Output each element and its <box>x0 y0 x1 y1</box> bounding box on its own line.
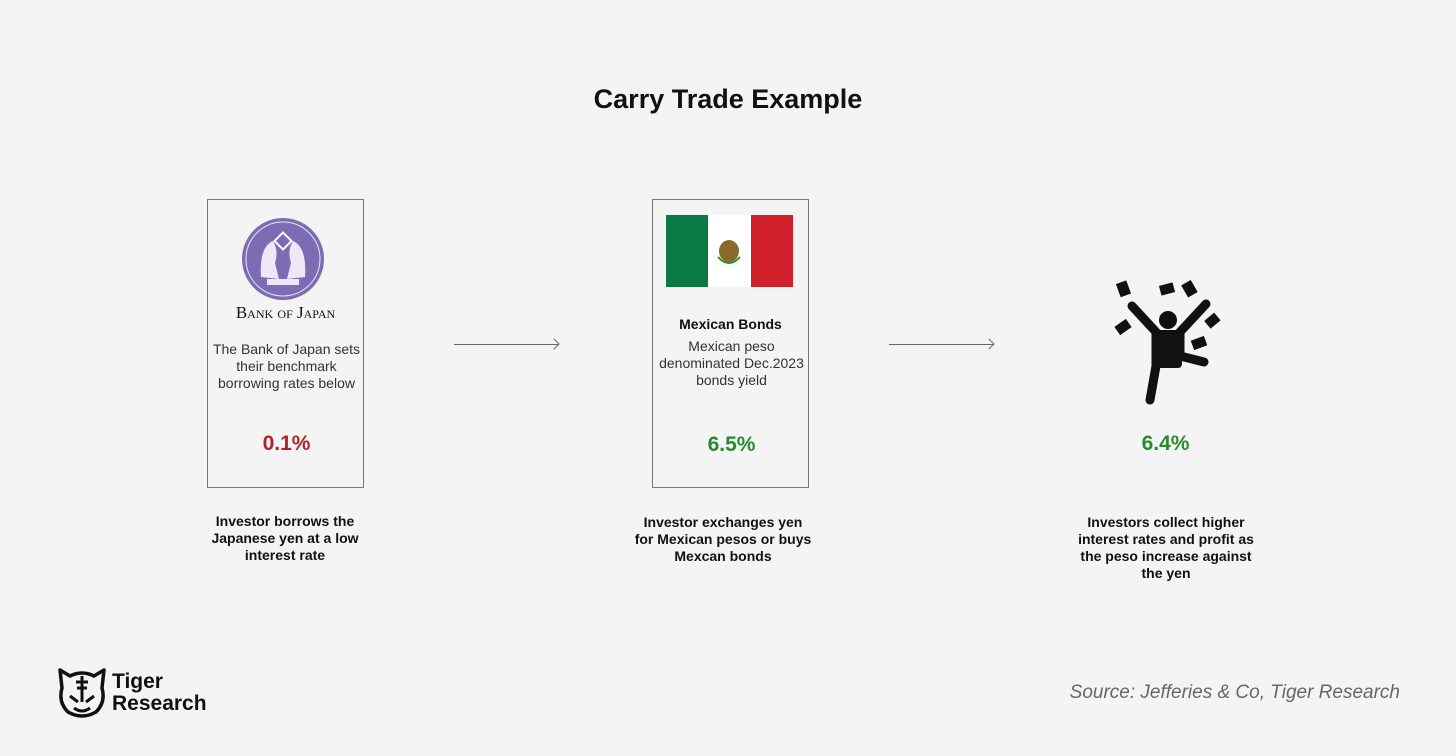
mexico-flag-icon <box>666 215 793 287</box>
bank-of-japan-card: Bank of Japan The Bank of Japan sets the… <box>207 199 364 488</box>
step-description: Mexican peso denominated Dec.2023 bonds … <box>659 338 804 388</box>
brand-line-2: Research <box>112 692 207 715</box>
brand-line-1: Tiger <box>112 670 163 693</box>
bank-of-japan-wordmark: Bank of Japan <box>235 303 336 322</box>
step-caption: Investors collect higher interest rates … <box>1078 514 1254 581</box>
source-note: Source: Jefferies & Co, Tiger Research <box>1069 682 1400 703</box>
borrow-rate: 0.1% <box>262 432 311 455</box>
arrow-right-icon <box>454 344 558 345</box>
diagram-title: Carry Trade Example <box>593 84 863 114</box>
bond-yield: 6.5% <box>707 433 756 456</box>
step-caption: Investor exchanges yen for Mexican pesos… <box>634 514 812 564</box>
brand-name: Tiger Research <box>112 671 207 715</box>
money-celebration-icon <box>1114 279 1221 405</box>
mexican-bonds-card: Mexican Bonds Mexican peso denominated D… <box>652 199 809 488</box>
bank-of-japan-seal-icon <box>242 218 324 300</box>
step-description: The Bank of Japan sets their benchmark b… <box>212 341 361 391</box>
tiger-logo-icon <box>58 668 106 718</box>
arrow-right-icon <box>889 344 993 345</box>
profit-rate: 6.4% <box>1141 432 1190 455</box>
step-caption: Investor borrows the Japanese yen at a l… <box>211 513 359 563</box>
mexican-bonds-heading: Mexican Bonds <box>679 316 782 332</box>
